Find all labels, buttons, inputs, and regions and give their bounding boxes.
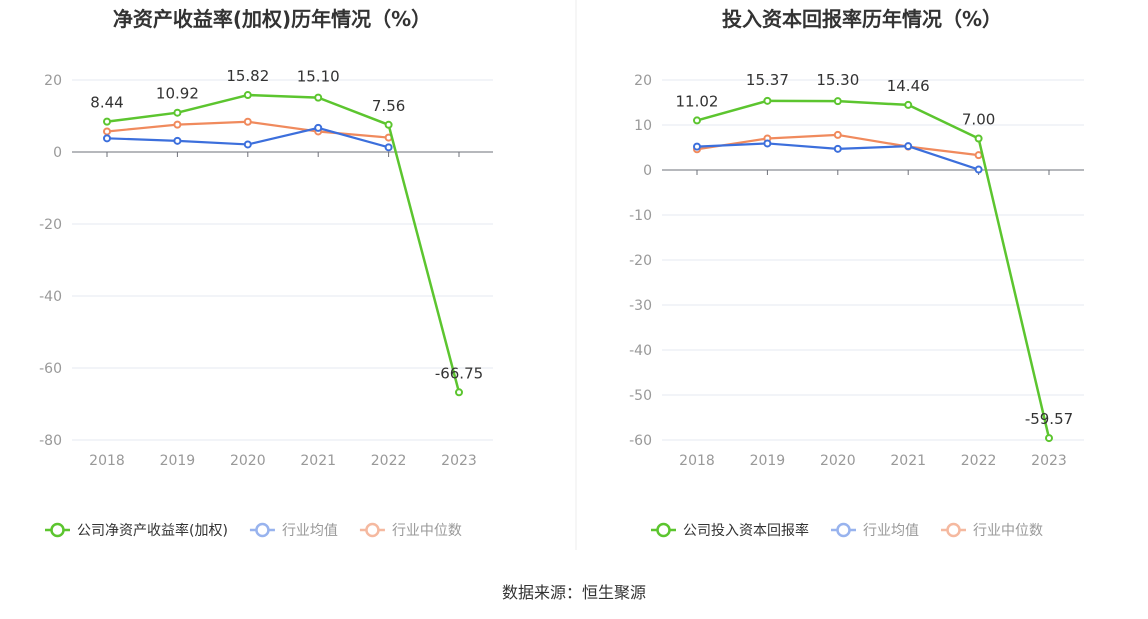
data-point [243, 91, 252, 100]
chart-panel-2: 投入资本回报率历年情况（%） 20 10 0 -10 -20 -30 -40 -50 -60 201… [629, 7, 1084, 539]
data-point [763, 139, 772, 148]
data-point [974, 165, 983, 174]
legend-marker-icon [836, 522, 851, 538]
data-point [103, 127, 111, 136]
legend-label: 行业均值 [282, 523, 338, 539]
legend-marker-icon [255, 522, 270, 538]
data-point [763, 96, 772, 105]
y-tick-label: -60 [39, 361, 62, 377]
chart-title: 投入资本回报率历年情况（%） [722, 7, 1002, 31]
data-label: 7.56 [372, 97, 405, 115]
data-point [103, 117, 111, 126]
y-tick-label: -50 [629, 388, 652, 404]
legend-item[interactable]: 行业中位数 [941, 522, 1043, 539]
x-tick-label: 2022 [371, 453, 407, 469]
x-tick-label: 2023 [441, 453, 477, 469]
data-label: 15.37 [746, 71, 789, 89]
x-tick-label: 2018 [89, 453, 125, 469]
chart-panel-1: 净资产收益率(加权)历年情况（%） 20 0 -20 -40 -60 -80 2018 2019… [39, 7, 493, 539]
y-tick-label: -80 [39, 433, 62, 449]
data-point [693, 116, 701, 125]
series-line [106, 93, 461, 393]
data-point [693, 142, 701, 151]
y-tick-label: -40 [39, 289, 62, 305]
y-tick-label: 0 [53, 145, 62, 161]
data-label: -66.75 [435, 364, 483, 382]
y-tick-label: 20 [634, 73, 652, 89]
legend-label: 行业中位数 [392, 523, 462, 539]
legend-item[interactable]: 行业均值 [831, 522, 919, 539]
data-point [173, 108, 182, 117]
legend-marker-icon [946, 522, 961, 538]
x-tick-label: 2019 [160, 453, 196, 469]
data-label: 15.30 [816, 71, 859, 89]
x-tick-label: 2023 [1031, 453, 1067, 469]
data-point [1045, 434, 1053, 443]
data-source: 数据来源：恒生聚源 [502, 583, 646, 602]
chart-title: 净资产收益率(加权)历年情况（%） [113, 7, 431, 31]
y-tick-label: -10 [629, 208, 652, 224]
series-line [696, 99, 1051, 439]
y-tick-label: 0 [643, 163, 652, 179]
legend-label: 行业均值 [863, 523, 919, 539]
data-point [384, 120, 393, 129]
data-point [173, 120, 182, 129]
x-tick-label: 2021 [300, 453, 336, 469]
data-point [314, 123, 323, 132]
data-label: -59.57 [1025, 410, 1073, 428]
data-point [314, 93, 323, 102]
x-tick-label: 2022 [961, 453, 997, 469]
data-point [833, 130, 842, 139]
legend-item[interactable]: 行业中位数 [359, 522, 462, 539]
x-tick-label: 2020 [820, 453, 856, 469]
data-point [384, 143, 393, 152]
x-tick-label: 2020 [230, 453, 266, 469]
legend-item[interactable]: 行业均值 [249, 522, 338, 539]
data-label: 8.44 [90, 94, 123, 112]
y-tick-label: -40 [629, 343, 652, 359]
data-point [974, 151, 983, 160]
x-tick-label: 2019 [750, 453, 786, 469]
y-tick-label: 20 [44, 73, 62, 89]
data-label: 15.10 [297, 68, 340, 86]
data-point [904, 142, 913, 151]
data-point [243, 117, 252, 126]
y-tick-label: -20 [39, 217, 62, 233]
y-tick-label: -20 [629, 253, 652, 269]
y-tick-label: -30 [629, 298, 652, 314]
data-point [173, 136, 182, 145]
y-tick-label: -60 [629, 433, 652, 449]
legend-label: 行业中位数 [973, 523, 1043, 539]
data-label: 15.82 [226, 67, 269, 85]
y-tick-label: 10 [634, 118, 652, 134]
data-point [833, 144, 842, 153]
data-point [103, 134, 111, 143]
data-point [833, 97, 842, 106]
data-point [974, 134, 983, 143]
legend-marker-icon [656, 522, 671, 538]
x-tick-label: 2021 [890, 453, 926, 469]
legend-label: 公司净资产收益率(加权) [77, 522, 228, 539]
data-point [455, 388, 463, 397]
data-point [243, 140, 252, 149]
data-point [904, 100, 913, 109]
data-label: 10.92 [156, 85, 199, 103]
legend-marker-icon [50, 522, 65, 538]
data-label: 7.00 [962, 111, 995, 129]
legend-marker-icon [365, 522, 380, 538]
legend-item[interactable]: 公司净资产收益率(加权) [45, 522, 228, 539]
legend-item[interactable]: 公司投入资本回报率 [651, 522, 809, 539]
legend-label: 公司投入资本回报率 [683, 522, 809, 539]
data-label: 14.46 [887, 77, 930, 95]
x-tick-label: 2018 [679, 453, 715, 469]
data-label: 11.02 [676, 92, 719, 110]
